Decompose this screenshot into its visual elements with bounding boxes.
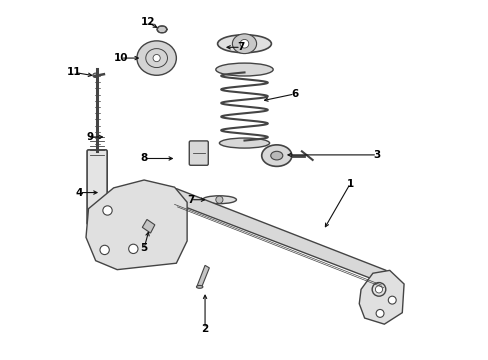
Circle shape bbox=[128, 244, 138, 253]
Text: 4: 4 bbox=[76, 188, 83, 198]
Text: 7: 7 bbox=[186, 195, 194, 205]
FancyBboxPatch shape bbox=[87, 150, 107, 225]
Circle shape bbox=[240, 40, 248, 48]
Text: 10: 10 bbox=[113, 53, 128, 63]
Ellipse shape bbox=[157, 26, 167, 33]
Text: 2: 2 bbox=[201, 324, 208, 334]
Circle shape bbox=[153, 54, 160, 62]
Ellipse shape bbox=[232, 34, 256, 54]
Ellipse shape bbox=[270, 151, 282, 160]
Polygon shape bbox=[142, 220, 155, 233]
Polygon shape bbox=[171, 189, 386, 282]
Ellipse shape bbox=[93, 73, 99, 77]
Circle shape bbox=[375, 286, 382, 293]
Polygon shape bbox=[359, 270, 403, 324]
Circle shape bbox=[102, 206, 112, 215]
Circle shape bbox=[100, 245, 109, 255]
Ellipse shape bbox=[202, 196, 236, 204]
Ellipse shape bbox=[196, 285, 203, 288]
Ellipse shape bbox=[261, 145, 291, 166]
Ellipse shape bbox=[137, 41, 176, 75]
Text: 12: 12 bbox=[140, 17, 155, 27]
Text: 7: 7 bbox=[237, 42, 244, 52]
Text: 8: 8 bbox=[140, 153, 147, 163]
Text: 9: 9 bbox=[86, 132, 94, 142]
Text: 1: 1 bbox=[346, 179, 353, 189]
Ellipse shape bbox=[217, 35, 271, 53]
Polygon shape bbox=[197, 265, 209, 288]
Circle shape bbox=[387, 296, 395, 304]
Ellipse shape bbox=[219, 138, 269, 148]
FancyBboxPatch shape bbox=[189, 141, 208, 165]
Circle shape bbox=[215, 196, 223, 203]
Polygon shape bbox=[86, 180, 187, 270]
Ellipse shape bbox=[215, 63, 273, 76]
Text: 11: 11 bbox=[67, 67, 81, 77]
Circle shape bbox=[375, 310, 383, 318]
Text: 3: 3 bbox=[373, 150, 380, 160]
Text: 5: 5 bbox=[140, 243, 147, 253]
Text: 6: 6 bbox=[290, 89, 298, 99]
